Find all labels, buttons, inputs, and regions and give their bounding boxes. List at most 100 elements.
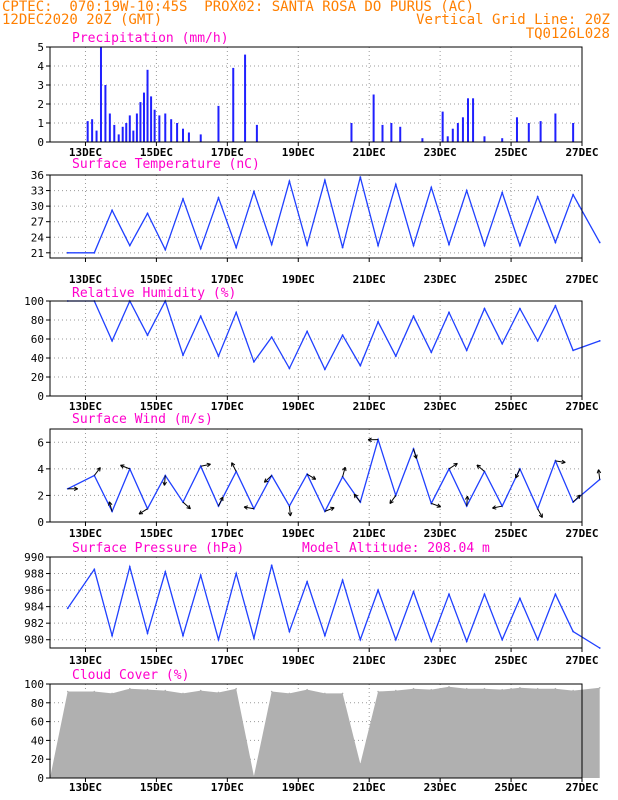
wind-arrow xyxy=(389,495,397,504)
y-tick-label: 0 xyxy=(37,772,44,785)
precip-bar xyxy=(472,98,475,142)
x-tick-label: 27DEC xyxy=(565,146,598,159)
series-point xyxy=(111,634,113,637)
y-tick-label: 80 xyxy=(31,314,44,327)
x-tick-label: 19DEC xyxy=(282,781,315,794)
series-point xyxy=(519,307,521,310)
series-point xyxy=(501,191,504,194)
precip-bar xyxy=(554,113,557,142)
x-tick-label: 23DEC xyxy=(424,400,457,413)
panel-frame xyxy=(49,174,583,259)
series-point xyxy=(412,315,415,318)
x-tick-label: 25DEC xyxy=(495,781,528,794)
wind-arrow-head xyxy=(389,499,394,504)
cloud-point xyxy=(253,775,255,777)
cloud-point xyxy=(164,689,167,692)
series-point xyxy=(572,349,575,352)
precip-bar xyxy=(381,124,384,142)
wind-arrow xyxy=(492,505,503,509)
precip-bar xyxy=(501,138,504,142)
wind-arrow-head xyxy=(330,506,335,511)
y-tick-label: 30 xyxy=(31,200,44,213)
wind-arrow-head xyxy=(453,462,458,468)
series-point xyxy=(199,574,202,577)
wind-arrow xyxy=(182,501,191,510)
x-tick-label: 13DEC xyxy=(69,527,102,540)
x-tick-label: 27DEC xyxy=(565,781,598,794)
wind-arrow xyxy=(264,475,273,483)
x-tick-label: 15DEC xyxy=(140,654,173,667)
wind-arrow-head xyxy=(206,462,211,468)
wind-arrow-head xyxy=(367,437,372,443)
series-point xyxy=(199,315,202,318)
series-point xyxy=(288,367,291,370)
y-tick-label: 21 xyxy=(31,247,44,260)
wind-arrow xyxy=(218,496,224,507)
series-point xyxy=(412,590,415,593)
cloud-point xyxy=(93,690,96,693)
series-point xyxy=(253,637,255,639)
x-tick-label: 25DEC xyxy=(495,654,528,667)
series-point xyxy=(536,638,539,641)
precip-bar xyxy=(99,47,102,142)
precip-bar xyxy=(527,123,530,142)
panel-frame xyxy=(49,428,583,523)
series-point xyxy=(598,647,601,649)
x-tick-label: 25DEC xyxy=(495,400,528,413)
series-point xyxy=(217,355,220,357)
series-point xyxy=(323,368,326,371)
series-point xyxy=(554,241,557,244)
panel-frame xyxy=(49,46,583,143)
panel-title: Surface Wind (m/s) xyxy=(72,412,213,427)
cloud-point xyxy=(146,688,149,691)
precip-bar xyxy=(232,67,235,142)
wind-arrow-head xyxy=(464,495,470,500)
wind-arrow-head xyxy=(287,512,293,517)
series-point xyxy=(430,186,433,189)
precip-bar xyxy=(399,126,402,142)
y-tick-label: 5 xyxy=(37,41,44,54)
cloud-point xyxy=(412,687,415,690)
precip-bar xyxy=(153,109,156,142)
series-point xyxy=(341,334,344,337)
wind-arrow-head xyxy=(561,459,566,465)
series-point xyxy=(598,340,601,342)
series-point xyxy=(501,342,504,345)
wind-arrow xyxy=(353,493,361,503)
cloud-point xyxy=(536,687,539,690)
x-tick-label: 21DEC xyxy=(353,273,386,286)
series-point xyxy=(572,193,575,196)
series-point xyxy=(146,632,149,635)
precip-bar xyxy=(182,128,184,142)
wind-arrow xyxy=(476,464,485,472)
precip-bar xyxy=(187,132,190,142)
y-tick-label: 36 xyxy=(31,169,44,182)
wind-arrow-head xyxy=(353,493,359,499)
panel-frame xyxy=(49,556,583,649)
series-point xyxy=(235,311,238,314)
precip-bar xyxy=(176,123,179,142)
wind-arrow xyxy=(413,448,417,459)
precip-bar xyxy=(139,102,142,142)
precip-bar xyxy=(572,123,575,142)
wind-arrow xyxy=(120,464,130,470)
precip-bar xyxy=(372,94,375,142)
series-point xyxy=(323,179,326,182)
series-line xyxy=(67,437,601,513)
series-point xyxy=(270,336,273,338)
panel-title: Surface Pressure (hPa) xyxy=(72,541,244,556)
cloud-point xyxy=(395,689,397,692)
series-point xyxy=(235,246,238,249)
station-info: CPTEC: 070:19W-10:45S PROX02: SANTA ROSA… xyxy=(2,0,475,15)
y-tick-label: 2 xyxy=(37,489,44,502)
precip-bar xyxy=(113,124,116,142)
panel-frame xyxy=(49,300,583,397)
series-point xyxy=(483,307,486,310)
series-point xyxy=(306,330,309,333)
cloud-point xyxy=(501,688,504,691)
series-point xyxy=(270,243,273,246)
precip-bar xyxy=(164,113,167,142)
precip-bar xyxy=(244,54,247,142)
series-point xyxy=(465,640,468,643)
